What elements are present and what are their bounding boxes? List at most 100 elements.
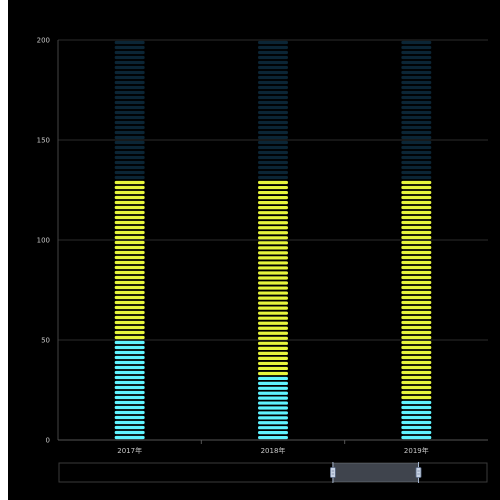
- chart-canvas: 0 50 100 150 200 2017年 2018年 2019年: [37, 37, 488, 483]
- series-2-segment: [401, 385, 432, 390]
- series-2-segment: [258, 276, 288, 280]
- datazoom-end-handle[interactable]: [415, 467, 422, 478]
- series-1-segment: [401, 435, 432, 440]
- series-2-segment: [114, 290, 145, 295]
- series-1-segment: [114, 385, 145, 390]
- series-2-segment: [114, 200, 145, 205]
- series-3-segment: [258, 75, 288, 80]
- series-1-segment: [114, 350, 145, 355]
- series-3-segment: [258, 130, 288, 135]
- series-2-segment: [114, 215, 145, 220]
- series-2-segment: [258, 226, 288, 230]
- series-3-segment: [401, 125, 432, 130]
- series-2-segment: [401, 240, 432, 245]
- series-2-segment: [114, 220, 145, 225]
- series-2-segment: [401, 250, 432, 255]
- series-2-segment: [258, 281, 288, 285]
- series-2-segment: [401, 305, 432, 310]
- series-3-segment: [258, 60, 288, 65]
- series-2-segment: [258, 371, 288, 376]
- series-2-segment: [401, 360, 432, 365]
- series-2-segment: [401, 185, 432, 190]
- series-3-segment: [401, 165, 432, 170]
- series-2-segment: [258, 185, 288, 190]
- series-2-segment: [114, 325, 145, 330]
- x-tick-label: 2019年: [404, 446, 429, 455]
- series-2-segment: [401, 350, 432, 355]
- series-3-segment: [114, 175, 145, 180]
- series-3-segment: [114, 45, 145, 50]
- series-3-segment: [401, 50, 432, 55]
- series-2-segment: [114, 210, 145, 215]
- series-2-segment: [401, 265, 432, 270]
- x-tick-label: 2017年: [117, 446, 142, 455]
- series-3-segment: [114, 120, 145, 125]
- series-3-segment: [258, 50, 288, 55]
- series-2-segment: [258, 316, 288, 320]
- series-2-segment: [258, 306, 288, 310]
- series-2-segment: [114, 335, 145, 340]
- series-3-segment: [114, 50, 145, 55]
- series-3-segment: [114, 145, 145, 150]
- y-tick-label: 150: [37, 137, 50, 145]
- series-2-segment: [401, 355, 432, 360]
- series-3-segment: [114, 150, 145, 155]
- series-2-segment: [114, 190, 145, 195]
- series-1-segment: [401, 410, 432, 415]
- series-2-segment: [114, 180, 145, 185]
- series-3-segment: [114, 105, 145, 110]
- series-3-segment: [401, 65, 432, 70]
- series-1-segment: [258, 396, 288, 400]
- series-3-segment: [401, 85, 432, 90]
- series-3-segment: [114, 65, 145, 70]
- series-3-segment: [401, 130, 432, 135]
- series-1-segment: [114, 380, 145, 385]
- series-3-segment: [401, 60, 432, 65]
- series-1-segment: [114, 395, 145, 400]
- series-1-segment: [401, 400, 432, 405]
- series-3-segment: [114, 110, 145, 115]
- series-1-segment: [114, 360, 145, 365]
- series-1-segment: [258, 386, 288, 390]
- datazoom-selection[interactable]: [332, 463, 419, 482]
- series-1-segment: [114, 435, 145, 440]
- series-3-segment: [258, 120, 288, 125]
- series-2-segment: [401, 295, 432, 300]
- series-1-segment: [401, 425, 432, 430]
- series-3-segment: [258, 65, 288, 70]
- series-2-segment: [258, 190, 288, 195]
- series-3-segment: [401, 140, 432, 145]
- series-2-segment: [258, 366, 288, 371]
- series-2-segment: [258, 256, 288, 260]
- series-1-segment: [258, 401, 288, 405]
- datazoom-track[interactable]: [58, 462, 488, 483]
- series-1-segment: [258, 426, 288, 430]
- series-3-segment: [401, 70, 432, 75]
- series-2-segment: [114, 320, 145, 325]
- series-2-segment: [258, 301, 288, 305]
- series-2-segment: [401, 190, 432, 195]
- series-2-segment: [401, 200, 432, 205]
- datazoom-start-handle[interactable]: [330, 467, 336, 478]
- series-3-segment: [401, 120, 432, 125]
- series-3-segment: [258, 145, 288, 150]
- series-1-segment: [114, 410, 145, 415]
- series-3-segment: [114, 55, 145, 60]
- series-2-segment: [401, 280, 432, 285]
- series-2-segment: [114, 265, 145, 270]
- series-2-segment: [258, 221, 288, 225]
- series-1-segment: [114, 430, 145, 435]
- series-2-segment: [114, 205, 145, 210]
- series-3-segment: [258, 125, 288, 130]
- series-3-segment: [114, 125, 145, 130]
- series-2-segment: [258, 351, 288, 355]
- series-3-segment: [401, 150, 432, 155]
- y-tick-label: 0: [46, 437, 50, 445]
- series-3-segment: [401, 110, 432, 115]
- series-2-segment: [401, 390, 432, 395]
- series-3-segment: [114, 40, 145, 45]
- series-2-segment: [258, 261, 288, 265]
- series-3-segment: [401, 95, 432, 100]
- y-tick-label: 200: [37, 37, 50, 45]
- series-3-segment: [401, 170, 432, 175]
